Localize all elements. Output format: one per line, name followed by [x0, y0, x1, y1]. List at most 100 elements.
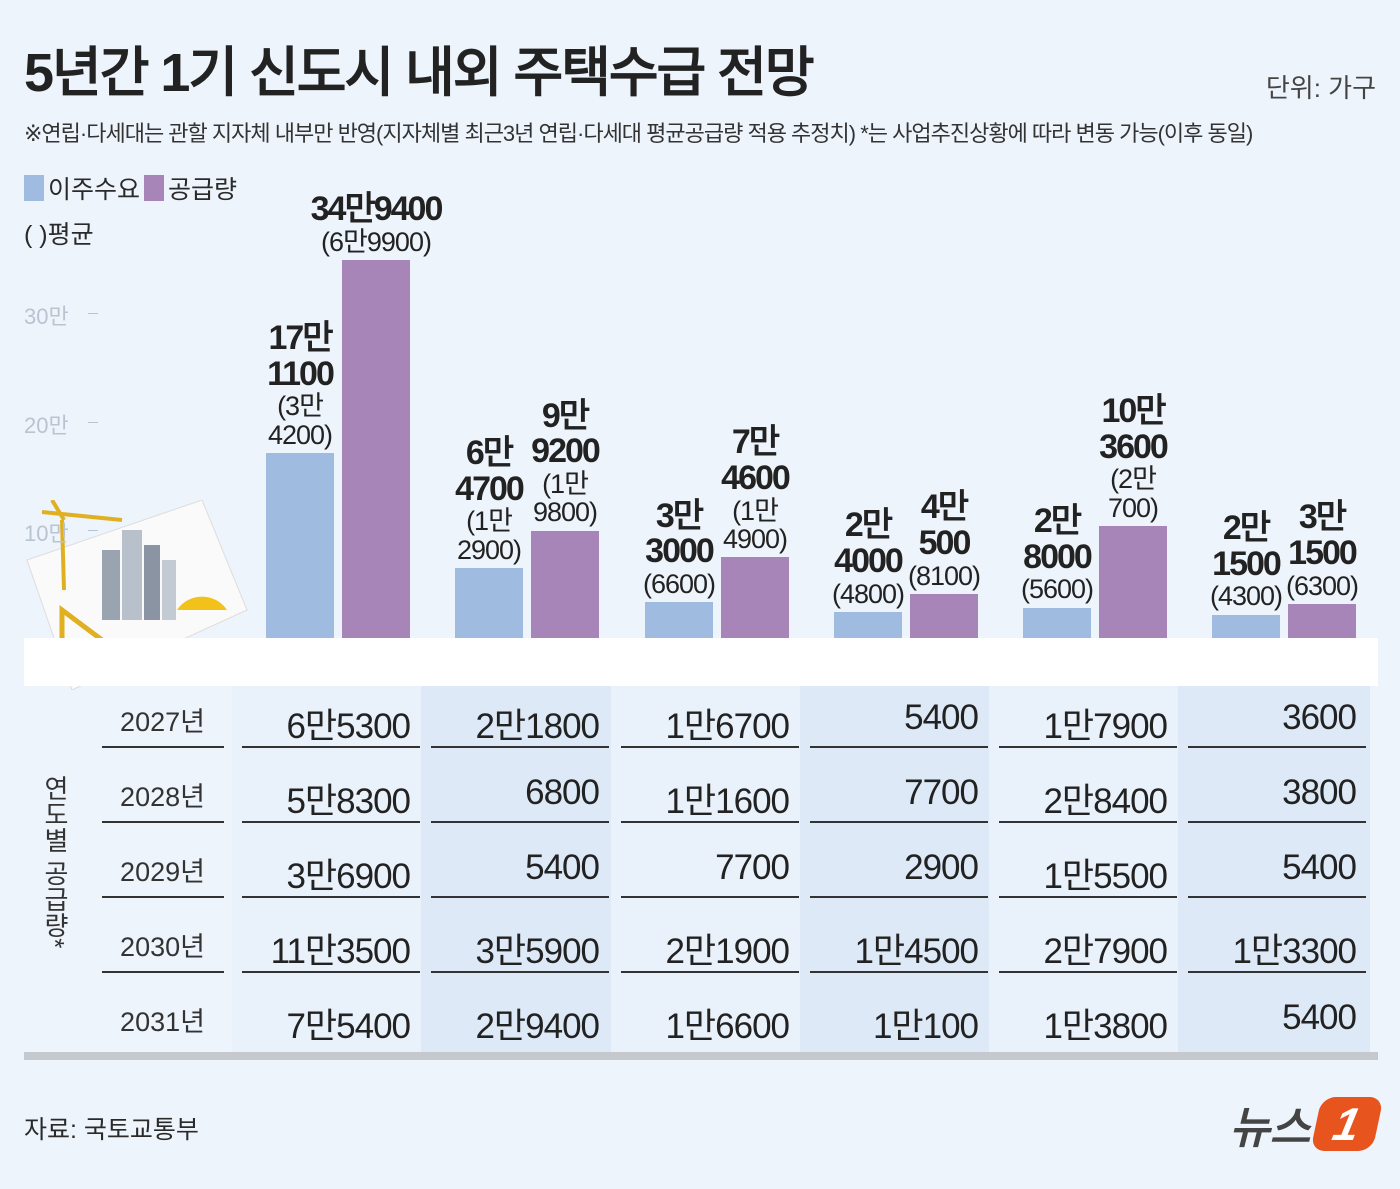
average-label: (3만 4200): [267, 391, 333, 450]
table-cell: 5400: [904, 698, 979, 737]
row-divider: [810, 746, 988, 748]
value-label: 9만 9200: [531, 396, 601, 471]
average-label: (8100): [907, 560, 981, 591]
logo-text: 뉴스: [1229, 1104, 1311, 1153]
row-divider: [621, 821, 799, 823]
average-label: (4800): [831, 578, 905, 609]
legend: 이주수요 공급량: [24, 170, 237, 206]
demand-label: 3만 3000 (6600): [633, 496, 725, 599]
row-divider: [1188, 971, 1366, 973]
row-divider: [1188, 746, 1366, 748]
news1-logo: 뉴스 1: [1229, 1092, 1384, 1156]
value-label: 6만 4700: [455, 433, 525, 508]
row-divider: [810, 971, 988, 973]
table-cell: 2만9400: [475, 1007, 600, 1046]
row-divider: [431, 896, 609, 898]
y-tick-mark: [88, 421, 98, 423]
table-cell: 5400: [1282, 848, 1357, 887]
table-cell: 1만7900: [1043, 707, 1168, 746]
legend-average: ( )평균: [24, 221, 94, 249]
value-label: 7만 4600: [721, 423, 791, 497]
table-cell: 2만1800: [475, 707, 600, 746]
row-divider: [102, 896, 224, 898]
value-label: 4만 500: [918, 488, 972, 563]
supply-label: 3만 1500 (6300): [1276, 498, 1368, 601]
table-cell: 5만8300: [286, 782, 411, 821]
row-divider: [431, 746, 609, 748]
row-divider: [242, 821, 420, 823]
demand-label: 17만 1100 (3만 4200): [254, 320, 346, 450]
table-cell: 1만5500: [1043, 857, 1168, 896]
table-cell: 6만5300: [286, 707, 411, 746]
supply-bar: [721, 557, 789, 638]
table-cell: 1만3800: [1043, 1007, 1168, 1046]
row-divider: [242, 971, 420, 973]
year-label: 2031년: [120, 1007, 205, 1037]
table-cell: 1만6700: [665, 707, 790, 746]
demand-bar: [266, 452, 334, 638]
supply-label: 10만 3600 (2만700): [1087, 391, 1179, 523]
table-cell: 5400: [525, 848, 600, 887]
row-divider: [621, 971, 799, 973]
value-label: 2만 4000: [834, 506, 904, 581]
table-cell: 3600: [1282, 698, 1357, 737]
row-divider: [242, 746, 420, 748]
source: 자료: 국토교통부: [24, 1116, 199, 1144]
table-cell: 1만100: [872, 1007, 979, 1046]
value-label: 3만 3000: [645, 496, 715, 571]
table-header: [24, 638, 1378, 686]
value-label: 10만 3600: [1099, 391, 1169, 466]
row-divider: [810, 896, 988, 898]
y-tick-mark: [88, 529, 98, 531]
row-divider: [1188, 896, 1366, 898]
table-cell: 7만5400: [286, 1007, 411, 1046]
unit-label: 단위: 가구: [1265, 73, 1376, 103]
table-cell: 1만3300: [1232, 932, 1357, 971]
table-cell: 7700: [715, 848, 790, 887]
legend-swatch-demand: [24, 175, 44, 201]
row-divider: [102, 746, 224, 748]
average-label: (1만 2900): [456, 506, 522, 565]
row-divider: [810, 821, 988, 823]
row-divider: [621, 746, 799, 748]
table-cell: 2900: [904, 848, 979, 887]
average-label: (6만9900): [321, 226, 432, 257]
demand-bar: [1212, 614, 1280, 638]
supply-label: 34만9400 (6만9900): [296, 191, 456, 257]
y-tick-label: 10만: [24, 520, 69, 546]
demand-bar: [455, 568, 523, 638]
y-tick-label: 30만: [24, 304, 69, 330]
value-label: 2만 8000: [1023, 502, 1093, 576]
supply-label: 9만 9200 (1만 9800): [519, 396, 611, 527]
table-cell: 1만4500: [854, 932, 979, 971]
legend-swatch-supply: [144, 175, 165, 201]
row-divider: [431, 821, 609, 823]
year-label: 2029년: [120, 857, 205, 887]
table-cell: 3만5900: [475, 932, 600, 971]
footnote: ※연립·다세대는 관할 지자체 내부만 반영(지자체별 최근3년 연립·다세대 …: [24, 121, 1253, 146]
supply-bar: [1288, 603, 1356, 638]
table-cell: 7700: [904, 773, 979, 812]
y-tick-label: 20만: [24, 412, 69, 438]
supply-bar: [910, 594, 978, 638]
row-divider: [242, 896, 420, 898]
table-cell: 2만8400: [1043, 782, 1168, 821]
value-label: 3만 1500: [1288, 498, 1358, 572]
row-divider: [431, 971, 609, 973]
table-cell: 6800: [525, 773, 600, 812]
table-cell: 3만6900: [286, 857, 411, 896]
demand-bar: [834, 612, 902, 638]
row-divider: [102, 971, 224, 973]
table-cell: 2만7900: [1043, 932, 1168, 971]
table-cell: 1만6600: [665, 1007, 790, 1046]
year-label: 2028년: [120, 782, 205, 812]
y-tick-mark: [88, 313, 98, 315]
table-cell: 2만1900: [665, 932, 790, 971]
average-label: (2만700): [1107, 464, 1159, 523]
row-divider: [999, 821, 1177, 823]
row-title: 연도별 공급량*: [40, 775, 70, 949]
average-label: (5600): [1020, 574, 1094, 605]
average-label: (6300): [1285, 570, 1359, 601]
row-divider: [999, 896, 1177, 898]
table-bottom-border: [24, 1052, 1378, 1060]
